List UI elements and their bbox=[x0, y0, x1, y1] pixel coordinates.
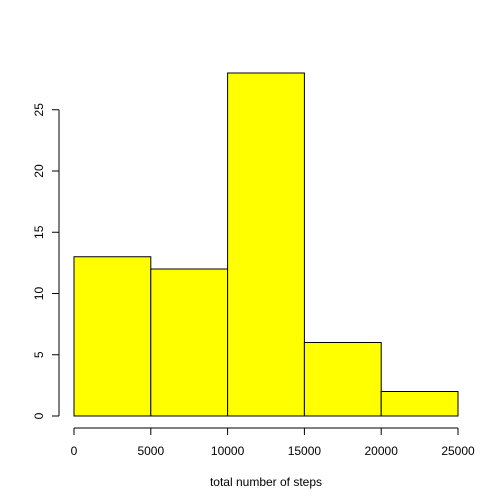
histogram-bar-1 bbox=[150, 268, 229, 417]
y-tick-label-1: 5 bbox=[32, 351, 46, 358]
histogram-bar-2 bbox=[227, 72, 305, 417]
histogram-bar-4 bbox=[380, 391, 459, 417]
histogram-bar-0 bbox=[73, 256, 152, 417]
y-tick-label-5: 25 bbox=[32, 103, 46, 117]
y-axis: 0 5 10 15 20 25 bbox=[32, 103, 60, 419]
x-tick-label-3: 15000 bbox=[288, 444, 322, 458]
y-tick-label-2: 10 bbox=[32, 287, 46, 301]
x-axis-label: total number of steps bbox=[210, 475, 322, 489]
x-tick-label-5: 25000 bbox=[441, 444, 475, 458]
x-tick-label-0: 0 bbox=[71, 444, 78, 458]
x-tick-label-1: 5000 bbox=[137, 444, 164, 458]
y-tick-label-4: 20 bbox=[32, 164, 46, 178]
x-tick-label-2: 10000 bbox=[211, 444, 245, 458]
y-tick-label-3: 15 bbox=[32, 225, 46, 239]
x-axis: 0 5000 10000 15000 20000 25000 bbox=[71, 427, 475, 458]
bars-group bbox=[73, 72, 459, 417]
x-tick-label-4: 20000 bbox=[365, 444, 399, 458]
y-tick-label-0: 0 bbox=[32, 412, 46, 419]
histogram-bar-3 bbox=[303, 342, 382, 417]
